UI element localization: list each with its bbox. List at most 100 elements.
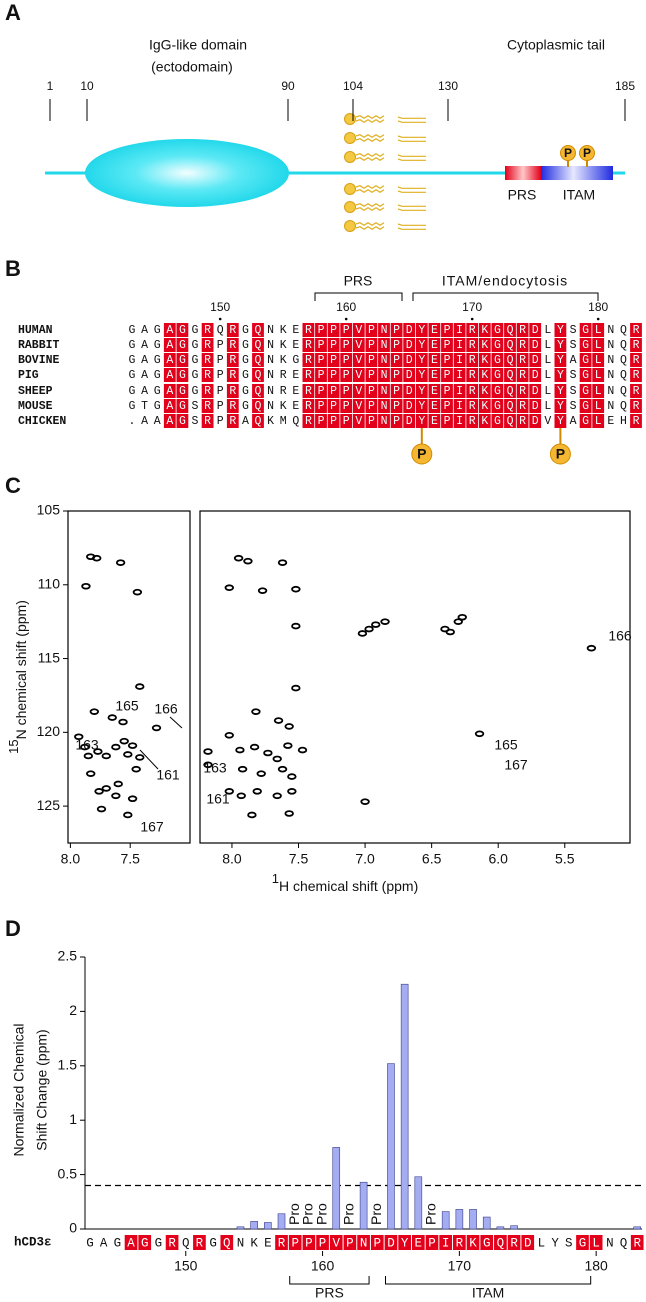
peak-annotation: 163: [75, 737, 99, 753]
lipid-tail: [355, 221, 385, 227]
numbering-label: 180: [588, 300, 608, 314]
residue: G: [209, 1236, 217, 1250]
y-tick-label: 115: [38, 649, 61, 665]
bar: [332, 1147, 341, 1230]
peak: [203, 748, 213, 755]
peak: [235, 746, 245, 754]
x-tick-label: 170: [448, 1258, 472, 1274]
residue: P: [428, 1236, 436, 1250]
conserved-box: [453, 1235, 466, 1250]
lipid-tail: [397, 227, 426, 230]
residue: Q: [620, 1236, 628, 1250]
bar: [277, 1213, 286, 1230]
conserved-box: [441, 368, 453, 382]
conserved-box: [529, 399, 542, 413]
residue: N: [360, 1236, 368, 1250]
conserved-box: [478, 399, 491, 413]
conserved-box: [201, 414, 214, 428]
conserved-box: [201, 353, 214, 367]
peak: [291, 585, 301, 593]
conserved-box: [201, 368, 214, 382]
lipid-tail: [355, 206, 385, 212]
bar: [482, 1216, 491, 1230]
conserved-box: [163, 338, 176, 352]
conserved-box: [579, 338, 592, 352]
conserved-box: [415, 414, 428, 428]
position-label: 104: [343, 79, 363, 93]
peak: [123, 811, 133, 819]
lipid-tail: [397, 186, 426, 189]
conserved-box: [579, 368, 592, 382]
numbering-dot: [596, 317, 600, 321]
conserved-box: [378, 338, 390, 352]
peak: [135, 754, 145, 761]
peak: [111, 792, 121, 800]
conserved-box: [466, 353, 479, 367]
conserved-box: [441, 399, 453, 413]
conserved-box: [327, 323, 340, 337]
residue: I: [442, 1236, 450, 1250]
conserved-box: [478, 353, 491, 367]
conserved-box: [554, 384, 567, 398]
conserved-box: [176, 384, 189, 398]
peak: [277, 559, 288, 566]
peak: [256, 770, 266, 777]
conserved-box: [579, 323, 592, 337]
tail-label: Cytoplasmic tail: [507, 37, 605, 53]
residue: Q: [223, 1236, 231, 1250]
numbering-label: 170: [462, 300, 482, 314]
numbering-label: 150: [210, 300, 230, 314]
peak: [360, 798, 370, 805]
conserved-box: [352, 353, 365, 367]
x-tick-label: 8.0: [61, 851, 81, 867]
bar: [414, 1176, 423, 1230]
peak-annotation: 167: [140, 819, 164, 835]
peak: [224, 584, 234, 592]
lipid-head: [344, 220, 356, 232]
region-label: PRS: [315, 1285, 344, 1301]
lipid-tail: [397, 208, 426, 211]
conserved-box: [491, 353, 504, 367]
bar: [441, 1211, 450, 1230]
x-tick-label: 150: [174, 1258, 198, 1274]
conserved-box: [252, 399, 264, 413]
bar: [400, 983, 409, 1230]
sequence: GAGAGGRPRGQNRERPPPVPNPDYEPIRKGQRDLYSGLNQ…: [129, 369, 646, 382]
panel-label: C: [5, 473, 21, 498]
conserved-box: [302, 353, 315, 367]
conserved-box: [302, 414, 315, 428]
conserved-box: [554, 323, 567, 337]
y-axis-title-text: N chemical shift (ppm): [13, 600, 29, 739]
conserved-box: [630, 384, 642, 398]
species-name: SHEEP: [18, 385, 53, 398]
peak: [111, 743, 121, 751]
conserved-box: [176, 323, 189, 337]
residue: R: [510, 1236, 518, 1250]
conserved-box: [592, 323, 605, 337]
conserved-box: [516, 384, 529, 398]
peak: [247, 811, 257, 819]
y-tick-label: 105: [37, 502, 61, 518]
conserved-box: [441, 353, 453, 367]
itam-bracket: [412, 292, 599, 301]
conserved-box: [365, 338, 378, 352]
conserved-box: [579, 399, 592, 413]
peak: [236, 792, 246, 800]
peak: [93, 748, 103, 755]
conserved-box: [453, 414, 466, 428]
panel-label: A: [5, 0, 21, 25]
conserved-box: [504, 353, 516, 367]
peak: [203, 761, 213, 769]
conserved-box: [352, 399, 365, 413]
conserved-box: [176, 353, 189, 367]
bar: [236, 1226, 245, 1230]
conserved-box: [163, 414, 176, 428]
conserved-box: [466, 368, 479, 382]
y-tick-label: 110: [38, 575, 61, 591]
conserved-box: [466, 414, 479, 428]
peak: [263, 749, 273, 757]
lipid-head: [344, 183, 356, 195]
bar: [510, 1225, 518, 1230]
conserved-box: [516, 368, 529, 382]
residue: R: [196, 1236, 204, 1250]
